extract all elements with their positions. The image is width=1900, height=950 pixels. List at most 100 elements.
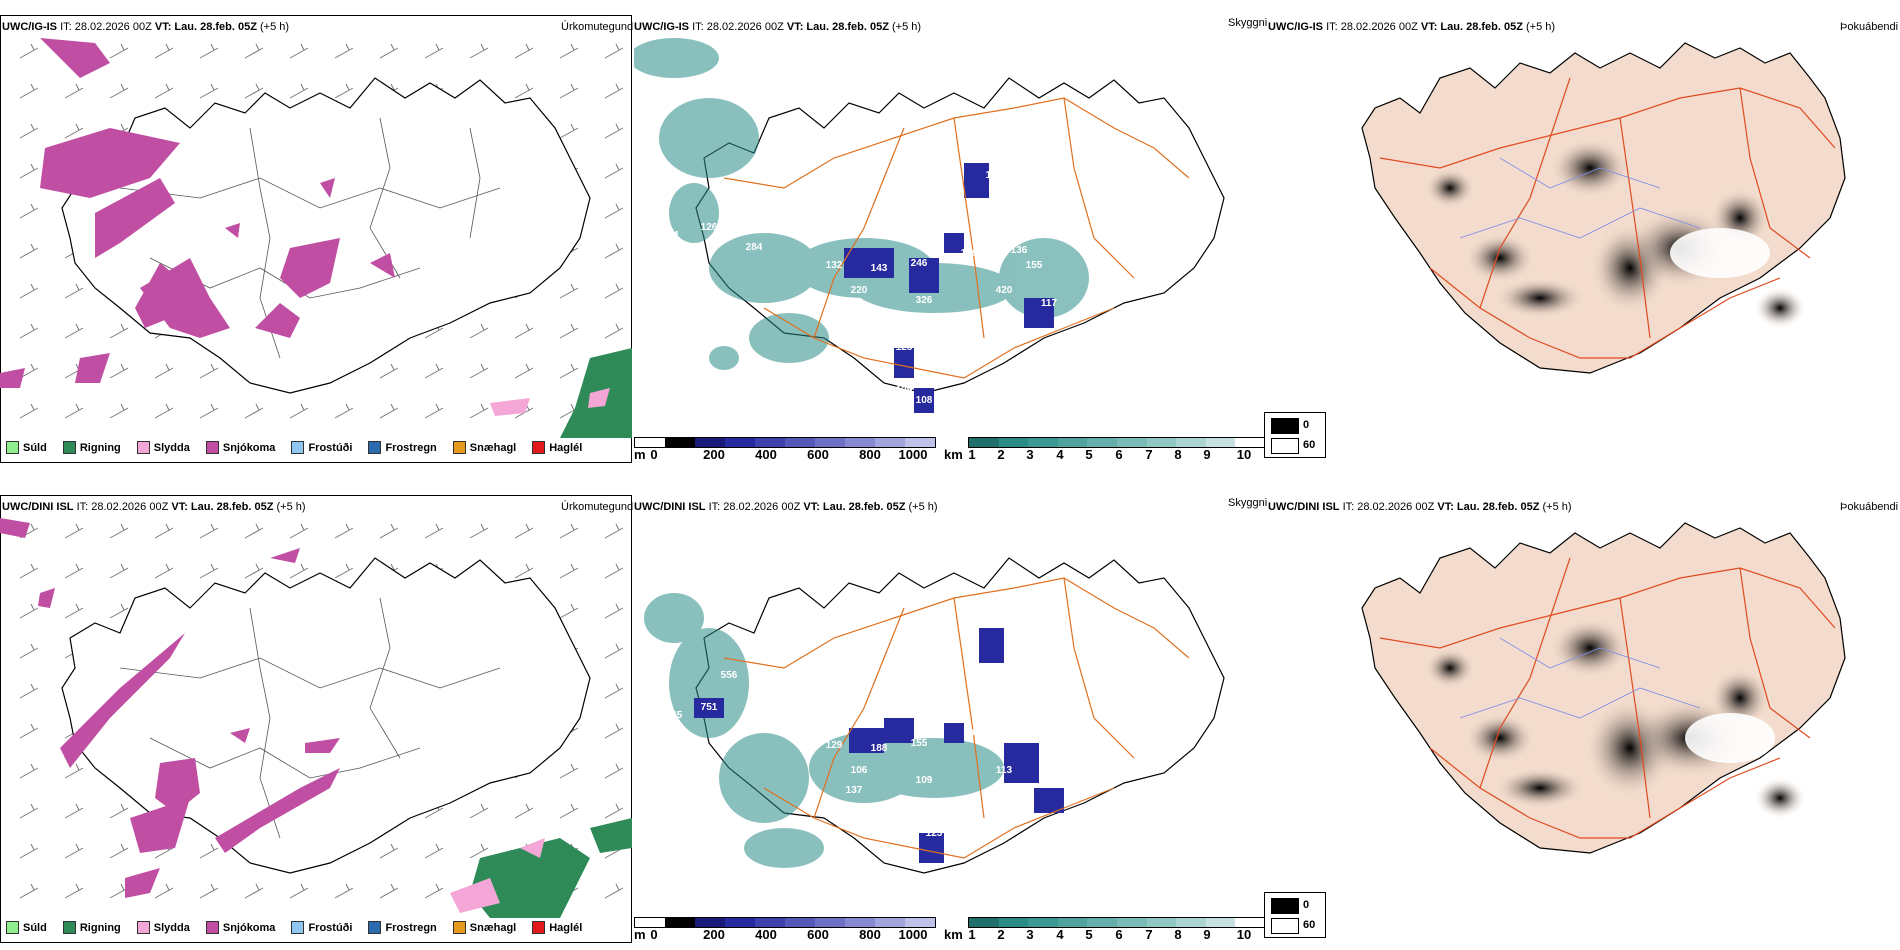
wind-barb-icon bbox=[379, 523, 399, 539]
visibility-value-label: 143 bbox=[871, 263, 888, 274]
wind-barb-icon bbox=[244, 563, 264, 579]
slydda-swatch bbox=[136, 921, 150, 934]
wind-barb-icon bbox=[154, 563, 174, 579]
ceiling-tick: 1000 bbox=[898, 927, 928, 942]
ceiling-scale-igis bbox=[634, 437, 936, 448]
wind-barb-icon bbox=[514, 803, 534, 819]
visibility-map-igis: 759 91 126 284 132 143 246 129 136 220 290 326 420 11… bbox=[634, 38, 1225, 413]
wind-barb-icon bbox=[424, 523, 444, 539]
legend-label: Haglél bbox=[549, 441, 583, 454]
wind-barb-icon bbox=[19, 843, 39, 859]
wind-barb-icon bbox=[334, 883, 354, 899]
snjokoma-swatch bbox=[205, 921, 219, 934]
wind-barb-icon bbox=[19, 403, 39, 419]
wind-barb-icon bbox=[559, 523, 579, 539]
wind-barb-icon bbox=[559, 803, 579, 819]
frostudi-swatch bbox=[291, 441, 305, 454]
wind-barb-icon bbox=[604, 603, 624, 619]
legend-snaehagl: Snæhagl bbox=[452, 921, 516, 934]
legend-label: Frostúði bbox=[308, 921, 353, 934]
visibility-value-label: 129 bbox=[896, 385, 913, 396]
wind-barb-icon bbox=[64, 883, 84, 899]
wind-barb-icon bbox=[19, 83, 39, 99]
wind-barb-icon bbox=[514, 363, 534, 379]
visibility-tick: 4 bbox=[1056, 447, 1064, 462]
precip-type-panel-dini bbox=[0, 495, 632, 943]
valid-time-label: VT: bbox=[803, 501, 820, 513]
legend-rigning: Rigning bbox=[62, 441, 121, 454]
visibility-tick: 10 bbox=[1236, 927, 1252, 942]
legend-frostregn: Frostregn bbox=[368, 441, 437, 454]
wind-barb-icon bbox=[334, 563, 354, 579]
ceiling-unit: m bbox=[634, 927, 646, 942]
wind-barb-icon bbox=[64, 563, 84, 579]
valid-time-label: VT: bbox=[1420, 21, 1438, 33]
visibility-tick: 9 bbox=[1203, 927, 1211, 942]
panel-type-label: Úrkomutegund bbox=[561, 501, 634, 513]
visibility-value-label: 126 bbox=[701, 222, 718, 233]
model-name: UWC/IG-IS bbox=[634, 21, 689, 33]
wind-barb-icon bbox=[334, 403, 354, 419]
fog-map-dini bbox=[1361, 522, 1846, 854]
fog-legend-igis: 0 60 bbox=[1264, 412, 1326, 458]
wind-barb-icon bbox=[109, 563, 129, 579]
fog-label: 60 bbox=[1303, 919, 1316, 931]
visibility-value-label: 125 bbox=[926, 828, 943, 839]
lead-time: (+5 h) bbox=[276, 501, 306, 513]
ceiling-tick: 200 bbox=[703, 927, 725, 942]
wind-barb-icon bbox=[559, 563, 579, 579]
visibility-tick: 10 bbox=[1236, 447, 1252, 462]
wind-barb-icon bbox=[64, 323, 84, 339]
wind-barb-icon bbox=[64, 763, 84, 779]
wind-barb-icon bbox=[469, 363, 489, 379]
wind-barb-icon bbox=[199, 403, 219, 419]
wind-barb-icon bbox=[109, 403, 129, 419]
legend-label: Frostregn bbox=[385, 921, 437, 934]
snaehagl-swatch bbox=[452, 441, 466, 454]
visibility-value-label: 91 bbox=[668, 230, 680, 241]
wind-barb-icon bbox=[559, 123, 579, 139]
visibility-value-label: 106 bbox=[926, 348, 943, 359]
wind-barb-icon bbox=[559, 83, 579, 99]
ceiling-unit: m bbox=[634, 447, 646, 462]
visibility-tick: 1 bbox=[968, 447, 976, 462]
visibility-tick: 8 bbox=[1174, 447, 1182, 462]
wind-barb-icon bbox=[604, 243, 624, 259]
wind-barb-icon bbox=[154, 43, 174, 59]
ceiling-scale-dini bbox=[634, 917, 936, 928]
wind-barb-icon bbox=[559, 323, 579, 339]
frostregn-swatch bbox=[368, 441, 382, 454]
legend-snaehagl: Snæhagl bbox=[452, 441, 516, 454]
wind-barb-icon bbox=[604, 803, 624, 819]
wind-barb-icon bbox=[109, 603, 129, 619]
wind-barb-icon bbox=[64, 123, 84, 139]
wind-barb-icon bbox=[424, 43, 444, 59]
panel-title: UWC/IG-IS IT: 28.02.2026 00Z VT: Lau. 28… bbox=[2, 21, 289, 33]
wind-barb-icon bbox=[19, 683, 39, 699]
panel-type-label: Skyggni bbox=[1228, 497, 1268, 509]
wind-barb-icon bbox=[199, 363, 219, 379]
wind-barb-icon bbox=[289, 523, 309, 539]
wind-barb-icon bbox=[19, 243, 39, 259]
init-time: IT: 28.02.2026 00Z bbox=[708, 501, 801, 513]
legend-haglel: Haglél bbox=[532, 441, 582, 454]
wind-barb-icon bbox=[424, 883, 444, 899]
legend-snjokoma: Snjókoma bbox=[205, 921, 275, 934]
wind-barb-icon bbox=[604, 563, 624, 579]
valid-time: Lau. 28.feb. 05Z bbox=[806, 21, 889, 33]
visibility-value-label: 113 bbox=[966, 155, 983, 166]
wind-barb-icon bbox=[109, 323, 129, 339]
wind-barb-icon bbox=[154, 403, 174, 419]
wind-barb-icon bbox=[334, 83, 354, 99]
wind-barb-icon bbox=[334, 43, 354, 59]
ceiling-tick: 400 bbox=[755, 447, 777, 462]
wind-barb-icon bbox=[604, 723, 624, 739]
visibility-tick: 8 bbox=[1174, 927, 1182, 942]
visibility-value-label: 109 bbox=[916, 775, 933, 786]
fog-swatch-black bbox=[1271, 898, 1299, 914]
legend-slydda: Slydda bbox=[136, 921, 190, 934]
visibility-value-label: 326 bbox=[916, 295, 933, 306]
legend-frostregn: Frostregn bbox=[368, 921, 437, 934]
wind-barb-icon bbox=[154, 523, 174, 539]
wind-barb-icon bbox=[19, 123, 39, 139]
